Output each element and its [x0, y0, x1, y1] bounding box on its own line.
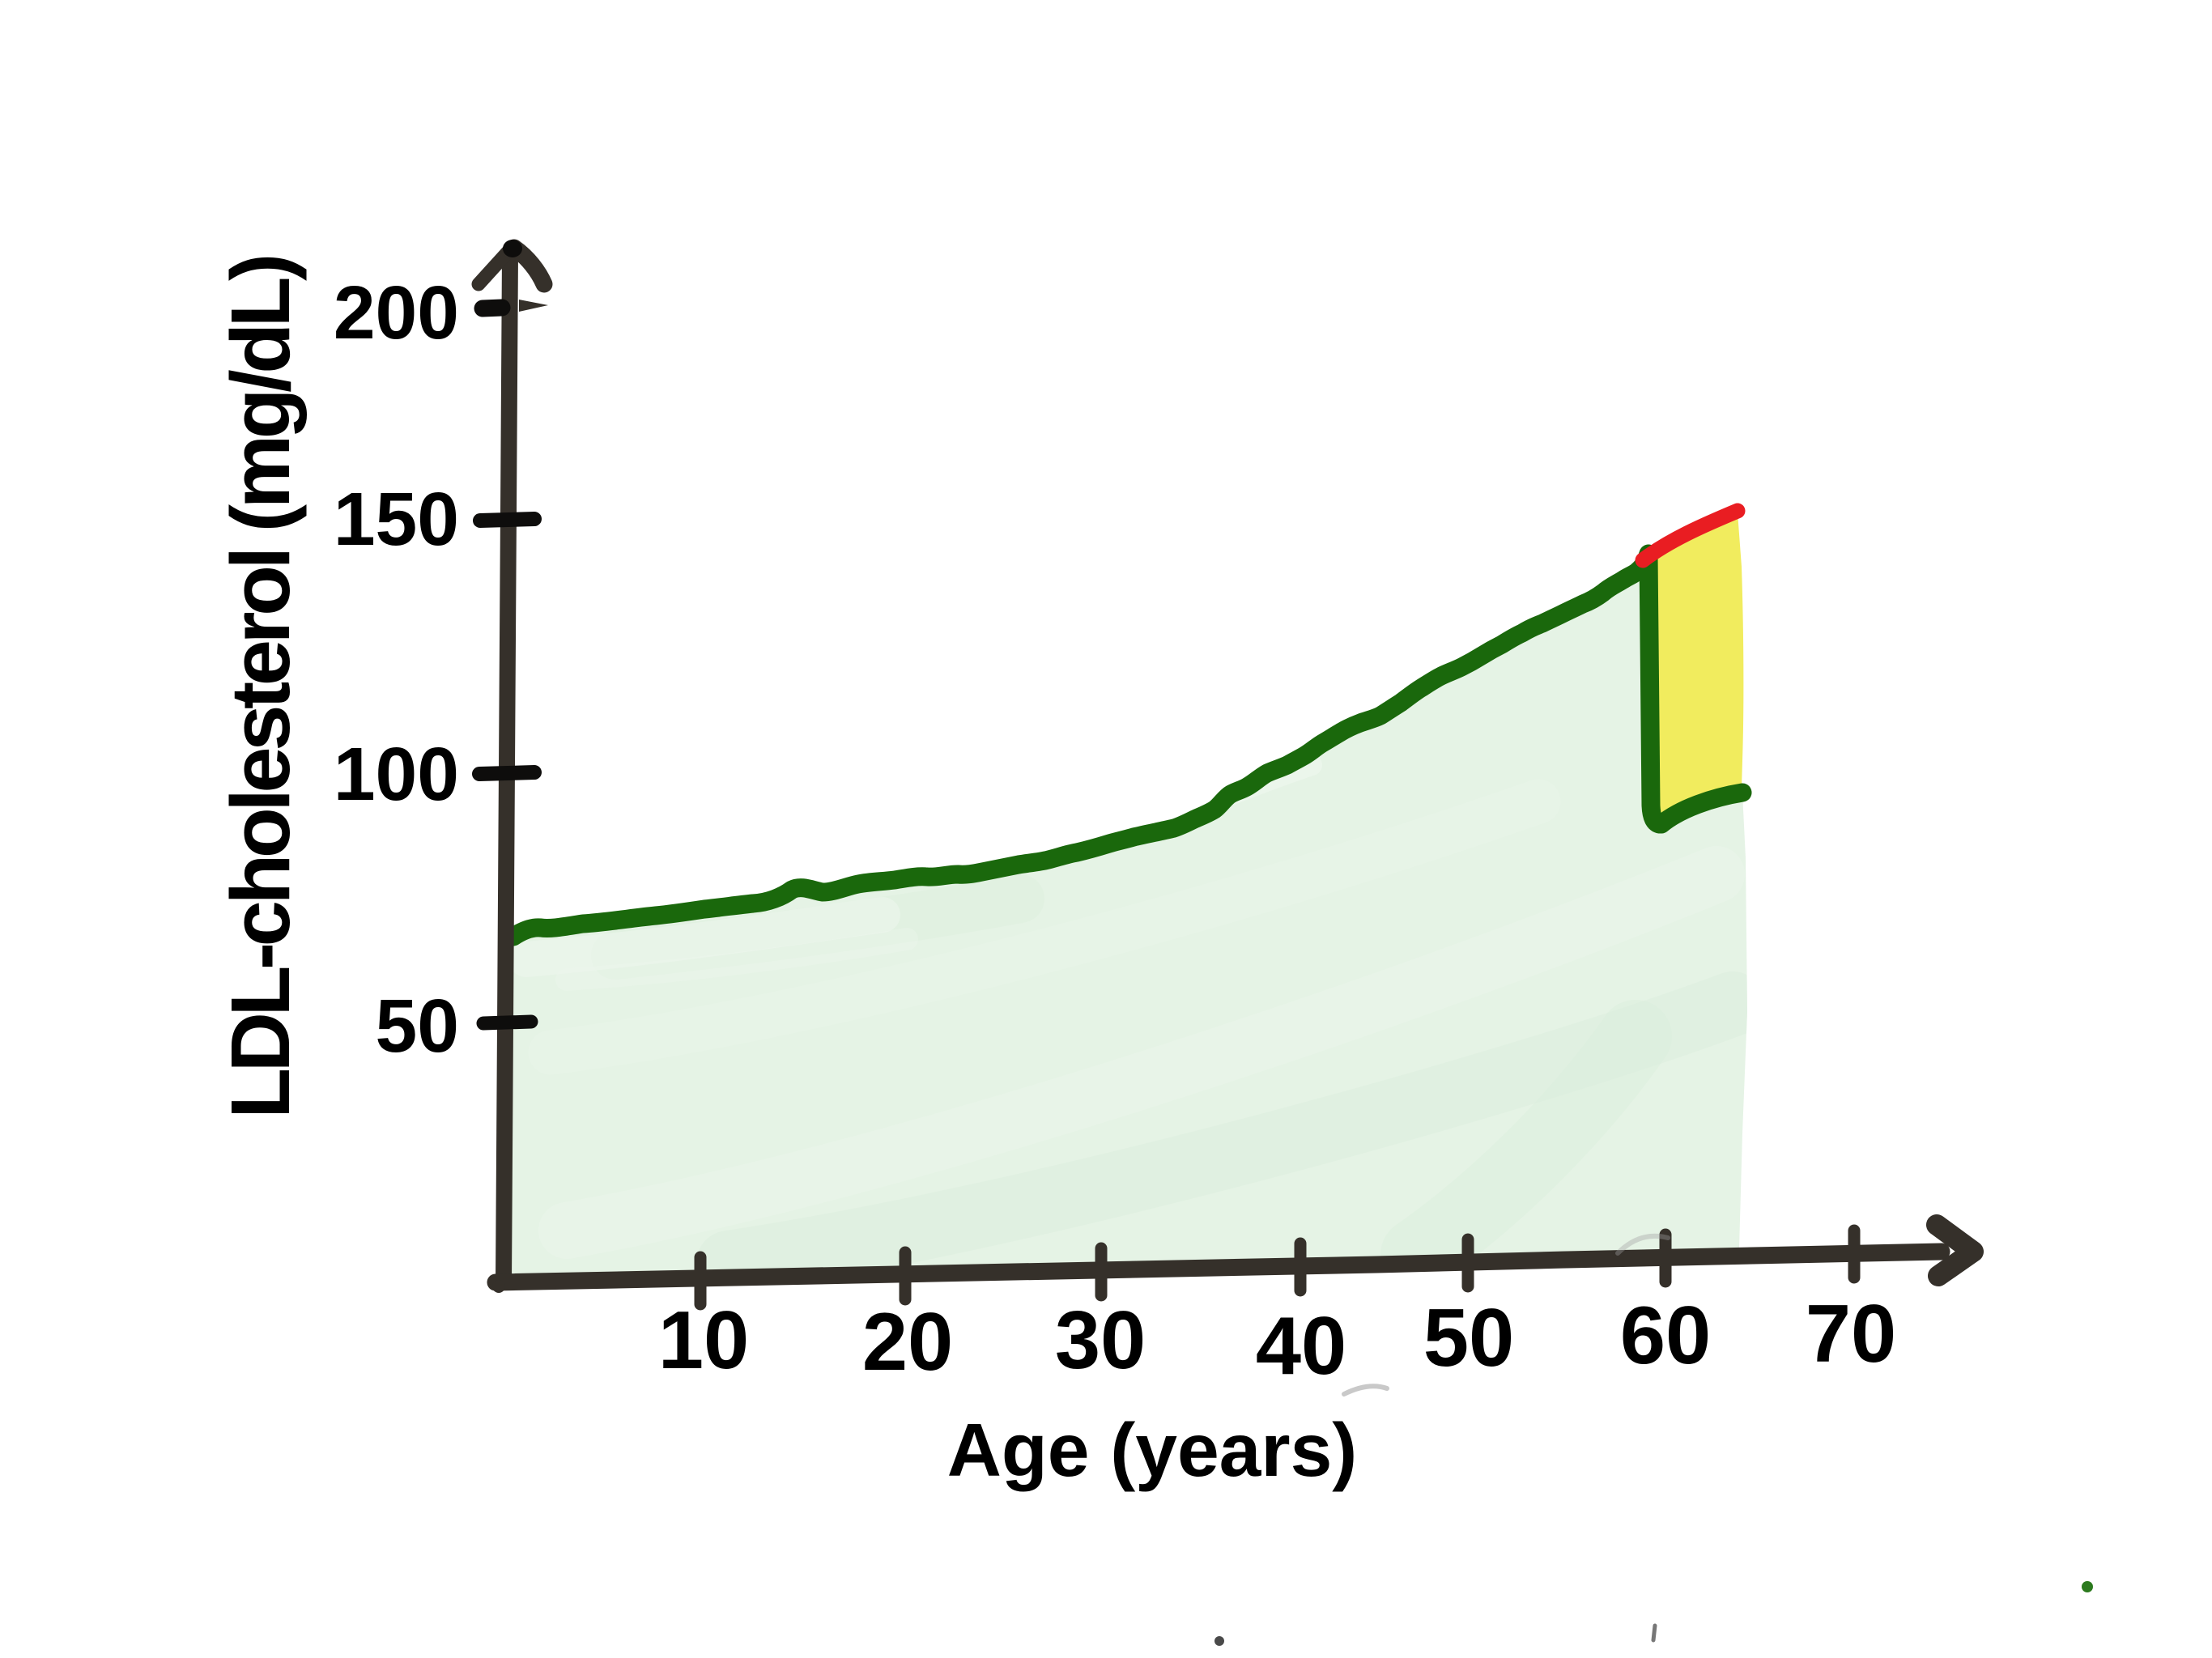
svg-text:150: 150 [334, 477, 459, 561]
svg-text:Age (years): Age (years) [947, 1408, 1358, 1492]
svg-text:20: 20 [862, 1297, 953, 1388]
svg-text:200: 200 [334, 270, 459, 355]
svg-text:100: 100 [334, 732, 459, 816]
svg-text:LDL-cholesterol (mg/dL): LDL-cholesterol (mg/dL) [214, 257, 307, 1119]
svg-text:30: 30 [1055, 1295, 1146, 1386]
svg-text:10: 10 [658, 1295, 749, 1386]
svg-text:70: 70 [1806, 1289, 1896, 1380]
svg-text:40: 40 [1256, 1301, 1346, 1392]
svg-text:60: 60 [1620, 1290, 1711, 1381]
svg-text:50: 50 [1423, 1293, 1514, 1384]
svg-text:50: 50 [376, 984, 459, 1068]
